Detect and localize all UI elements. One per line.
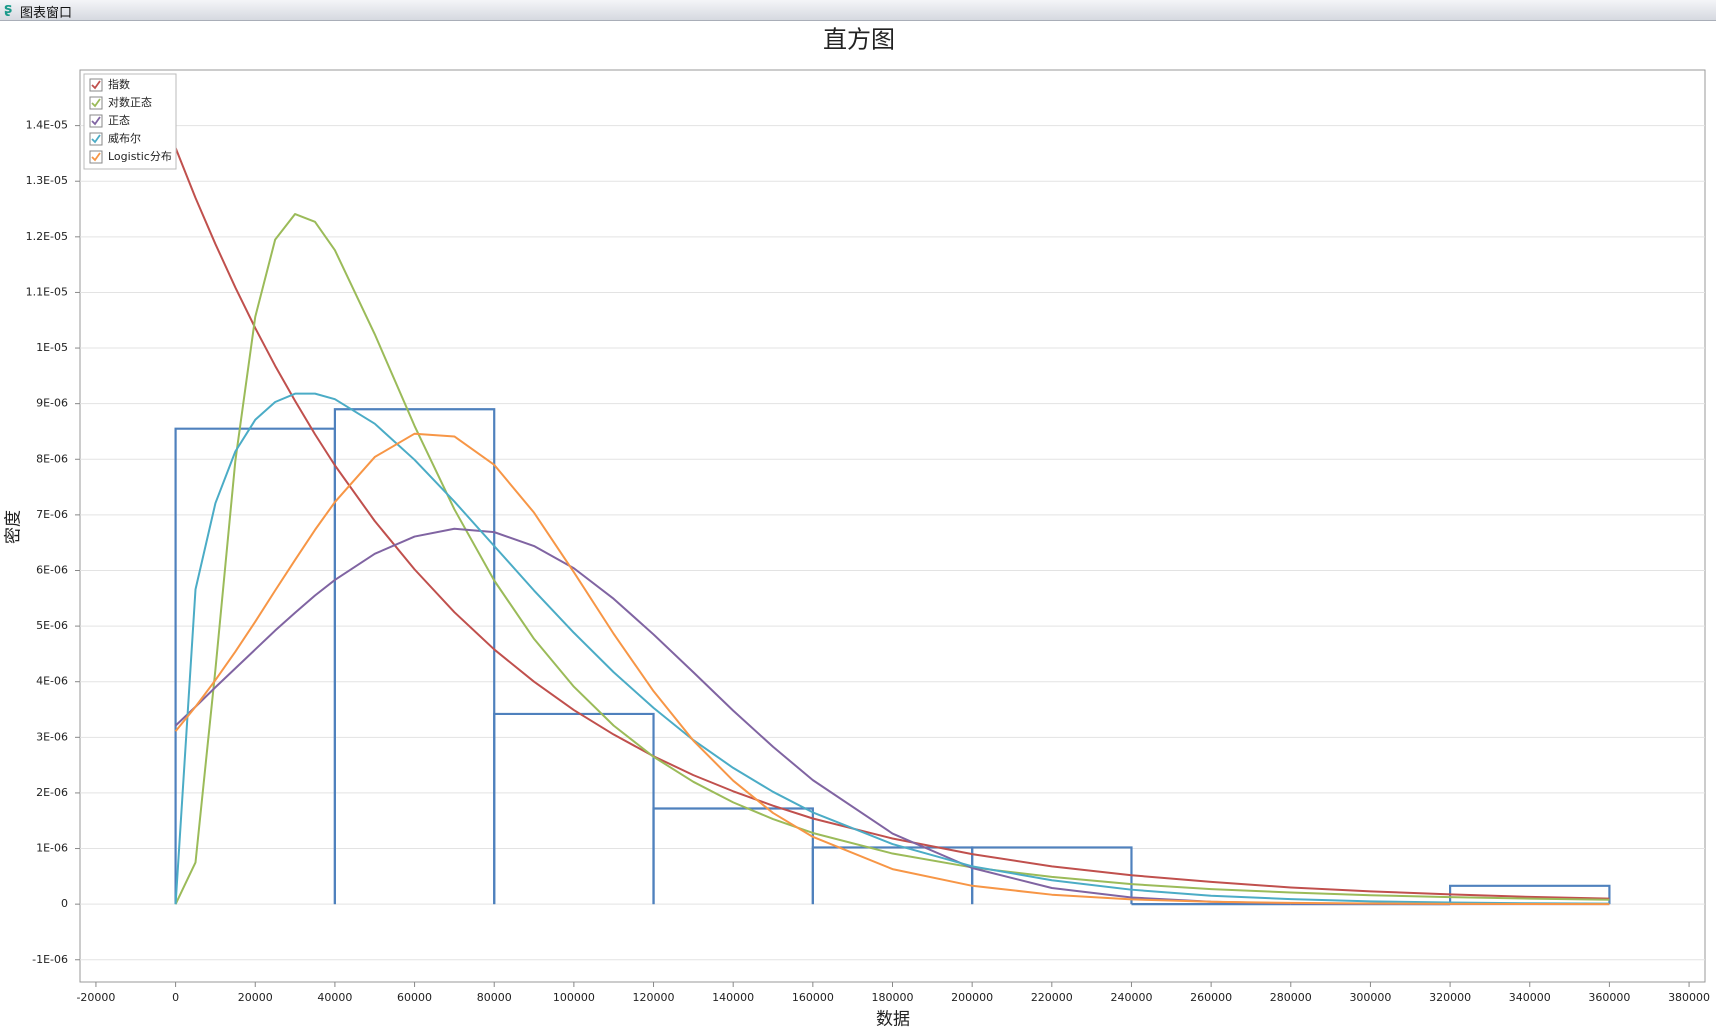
x-tick-label: 380000 [1668,991,1710,1004]
legend-label: 威布尔 [108,132,141,145]
density-curve [174,392,1610,905]
x-tick-label: 220000 [1031,991,1073,1004]
legend-item[interactable]: 对数正态 [89,95,152,110]
histogram-bar [811,846,974,905]
y-tick-label: -1E-06 [32,953,68,966]
legend-checkbox[interactable] [89,78,103,92]
plot-frame [79,69,1706,983]
x-tick-label: 320000 [1429,991,1471,1004]
density-curve [174,432,1610,906]
x-tick-label: 260000 [1190,991,1232,1004]
legend-checkbox[interactable] [89,114,103,128]
window-icon: ʂ [4,1,13,17]
legend-checkbox[interactable] [89,96,103,110]
density-curve [174,213,1610,905]
y-tick-label: 6E-06 [36,563,68,576]
x-tick-label: 0 [172,991,179,1004]
legend-check [91,80,101,90]
x-tick-label: 100000 [553,991,595,1004]
legend-item[interactable]: Logistic分布 [89,150,172,164]
y-tick-label: 7E-06 [36,508,68,521]
legend-item[interactable]: 威布尔 [89,132,141,146]
y-tick-label: 1E-06 [36,842,68,855]
legend-label: Logistic分布 [108,150,172,163]
density-curve [174,147,1610,900]
legend-label: 正态 [108,114,130,127]
x-tick-label: 180000 [872,991,914,1004]
legend-item[interactable]: 正态 [89,114,130,128]
x-tick-label: 300000 [1349,991,1391,1004]
y-tick-label: 3E-06 [36,730,68,743]
title-bar: ʂ 图表窗口 [0,0,1716,21]
legend-check [91,116,101,126]
legend-label: 指数 [108,77,130,91]
plot [174,147,1611,906]
y-tick-label: 1.4E-05 [26,119,68,132]
x-tick-label: 120000 [633,991,675,1004]
legend-check [91,134,101,144]
y-tick-label: 4E-06 [36,675,68,688]
legend-label: 对数正态 [108,95,152,109]
x-tick-label: 240000 [1110,991,1152,1004]
legend-check [91,98,101,108]
legend-item[interactable]: 指数 [89,77,130,92]
window-title: 图表窗口 [20,6,73,21]
y-tick-label: 1.3E-05 [26,174,68,187]
x-tick-label: 40000 [317,991,352,1004]
y-tick-label: 1E-05 [36,341,68,354]
x-tick-label: 140000 [712,991,754,1004]
y-tick-label: 5E-06 [36,619,68,632]
legend-check [91,152,101,162]
histogram-bar [333,408,496,905]
y-tick-label: 1.2E-05 [26,230,68,243]
y-tick-label: 1.1E-05 [26,285,68,298]
x-tick-label: 280000 [1270,991,1312,1004]
y-tick-label: 8E-06 [36,452,68,465]
chart-title: 直方图 [823,26,895,54]
y-tick-label: 9E-06 [36,397,68,410]
legend-checkbox[interactable] [89,150,103,164]
x-tick-label: 340000 [1509,991,1551,1004]
x-tick-label: 360000 [1588,991,1630,1004]
y-tick-label: 0 [61,897,68,910]
x-tick-label: 160000 [792,991,834,1004]
chart: 直方图 数据 密度 -1E-06 0 1E-06 2E-06 3E-06 4E-06 5E-… [4,26,1711,1030]
x-axis-label: 数据 [876,1010,910,1030]
x-tick-label: 60000 [397,991,432,1004]
y-axis-label: 密度 [4,510,24,544]
x-tick-label: 20000 [238,991,273,1004]
x-tick-label: 80000 [477,991,512,1004]
legend-checkbox[interactable] [89,132,103,146]
x-tick-label: 200000 [951,991,993,1004]
y-tick-label: 2E-06 [36,786,68,799]
x-tick-label: -20000 [76,991,115,1004]
